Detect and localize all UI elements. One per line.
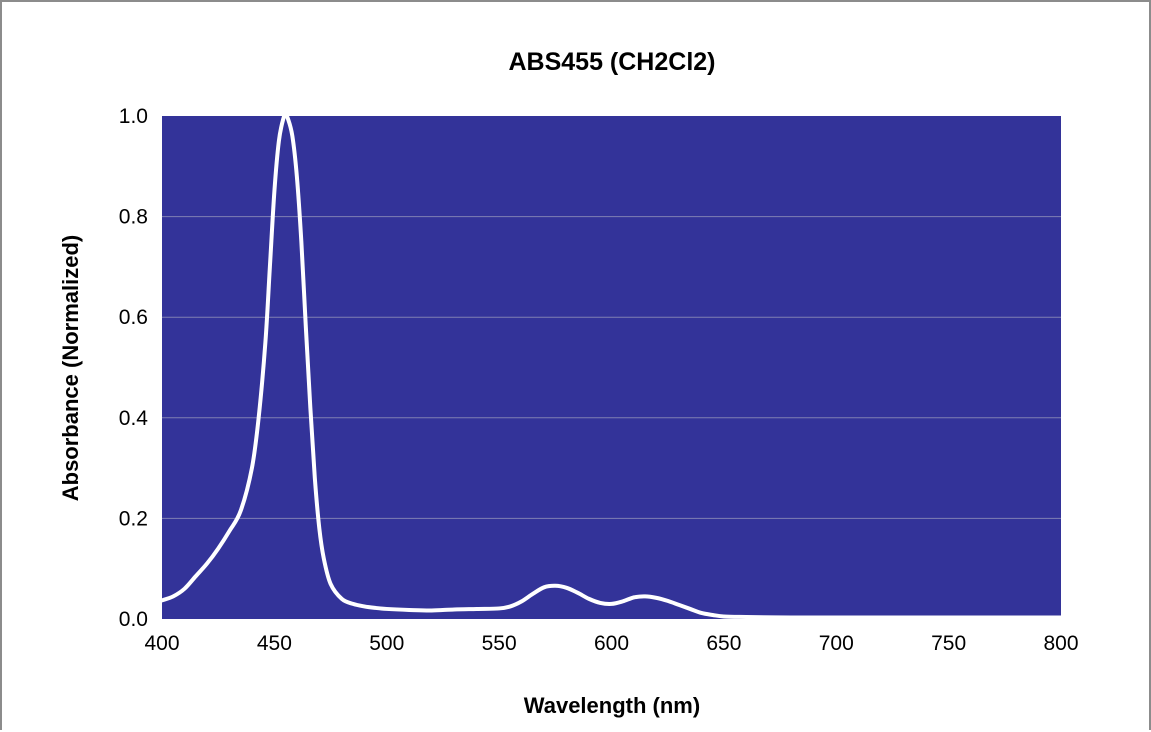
y-axis-label: Absorbance (Normalized) — [58, 235, 83, 502]
x-tick-label: 750 — [931, 632, 966, 655]
plot-area — [162, 116, 1061, 619]
x-tick-label: 700 — [819, 632, 854, 655]
series-group — [160, 113, 1063, 620]
chart-title: ABS455 (CH2Cl2) — [508, 48, 715, 76]
y-axis-ticks: 0.0 0.2 0.4 0.6 0.8 1.0 — [119, 105, 149, 631]
x-axis-ticks: 400 450 500 550 600 650 700 750 800 — [144, 632, 1078, 655]
x-tick-label: 800 — [1043, 632, 1078, 655]
y-tick-label: 1.0 — [119, 105, 148, 128]
y-tick-label: 0.4 — [119, 407, 149, 430]
y-tick-label: 0.2 — [119, 507, 148, 530]
x-axis-label: Wavelength (nm) — [524, 693, 700, 718]
x-tick-label: 500 — [369, 632, 404, 655]
absorbance-series-line — [160, 113, 1063, 620]
x-tick-label: 400 — [144, 632, 179, 655]
y-tick-label: 0.6 — [119, 306, 148, 329]
x-tick-label: 550 — [482, 632, 517, 655]
y-tick-label: 0.0 — [119, 608, 148, 631]
x-tick-label: 450 — [257, 632, 292, 655]
y-tick-label: 0.8 — [119, 206, 148, 229]
x-tick-label: 600 — [594, 632, 629, 655]
x-tick-label: 650 — [706, 632, 741, 655]
